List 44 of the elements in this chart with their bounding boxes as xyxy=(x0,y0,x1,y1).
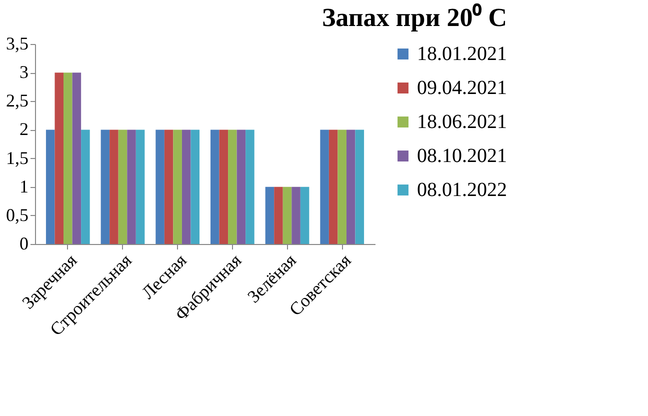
bar xyxy=(246,130,254,244)
bar xyxy=(156,130,164,244)
bar xyxy=(236,130,246,244)
y-tick-label: 3 xyxy=(20,62,28,82)
legend-label: 09.04.2021 xyxy=(417,77,507,99)
legend-label: 08.01.2022 xyxy=(417,179,507,201)
legend-label: 18.01.2021 xyxy=(417,43,507,65)
y-tick-label: 1,5 xyxy=(6,148,28,168)
y-tick-label: 3,5 xyxy=(6,34,28,54)
bar xyxy=(72,72,82,244)
bar xyxy=(127,130,136,244)
bar xyxy=(292,186,300,244)
y-tick-label: 0,5 xyxy=(6,204,28,225)
bar xyxy=(210,130,220,244)
bar xyxy=(300,186,310,244)
bar xyxy=(265,186,274,244)
bar xyxy=(190,130,200,244)
bar xyxy=(136,130,145,244)
bar xyxy=(328,130,338,244)
bar xyxy=(346,130,356,244)
bar xyxy=(228,130,237,244)
bar xyxy=(219,130,228,244)
bar xyxy=(320,130,329,244)
bar xyxy=(54,72,64,244)
bar xyxy=(282,186,292,244)
legend-label: 08.10.2021 xyxy=(417,145,507,167)
y-tick-label: 0 xyxy=(20,234,28,254)
bar xyxy=(338,130,346,244)
bar xyxy=(46,130,55,244)
bar xyxy=(110,130,118,244)
chart-title: Запах при 20⁰ C xyxy=(322,3,507,32)
y-tick-label: 2 xyxy=(20,119,28,140)
y-tick-label: 1 xyxy=(20,176,28,196)
bar xyxy=(164,130,174,244)
bar xyxy=(81,130,90,244)
bar xyxy=(118,130,128,244)
legend-label: 18.06.2021 xyxy=(417,111,507,133)
bar xyxy=(173,130,182,244)
y-tick-label: 2,5 xyxy=(6,90,28,111)
bar xyxy=(100,130,110,244)
bar xyxy=(182,130,191,244)
bar xyxy=(355,130,364,244)
bar xyxy=(274,186,283,244)
bar xyxy=(64,72,72,244)
